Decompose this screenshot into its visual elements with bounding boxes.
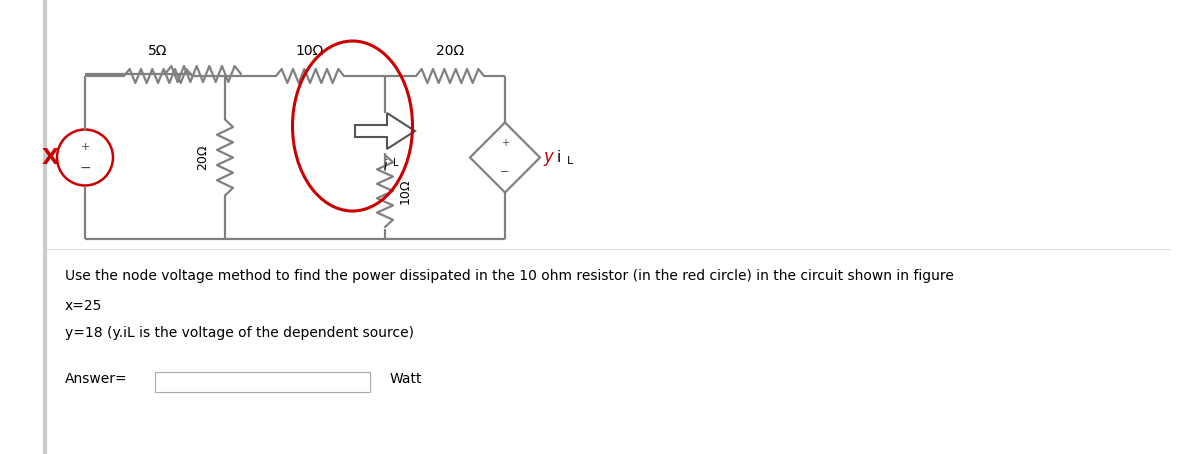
- Text: y=18 (y.iL is the voltage of the dependent source): y=18 (y.iL is the voltage of the depende…: [65, 326, 414, 340]
- Text: Watt: Watt: [390, 372, 422, 386]
- Text: y: y: [542, 148, 553, 167]
- Text: 5Ω: 5Ω: [149, 44, 168, 58]
- Text: −: −: [79, 161, 91, 174]
- Polygon shape: [355, 113, 415, 149]
- Text: L: L: [568, 156, 574, 166]
- Text: +: +: [80, 143, 90, 153]
- Text: Answer=: Answer=: [65, 372, 127, 386]
- Text: −: −: [500, 167, 510, 177]
- Text: +: +: [502, 138, 509, 148]
- Text: 10Ω: 10Ω: [296, 44, 324, 58]
- Text: 20Ω: 20Ω: [197, 145, 210, 170]
- Text: x=25: x=25: [65, 299, 102, 313]
- FancyBboxPatch shape: [155, 372, 370, 392]
- Text: Use the node voltage method to find the power dissipated in the 10 ohm resistor : Use the node voltage method to find the …: [65, 269, 954, 283]
- Text: 20Ω: 20Ω: [436, 44, 464, 58]
- Text: i: i: [383, 159, 386, 172]
- Text: i: i: [557, 150, 562, 165]
- Text: 10Ω: 10Ω: [398, 178, 412, 204]
- Text: L: L: [394, 158, 398, 168]
- Text: X: X: [42, 148, 59, 168]
